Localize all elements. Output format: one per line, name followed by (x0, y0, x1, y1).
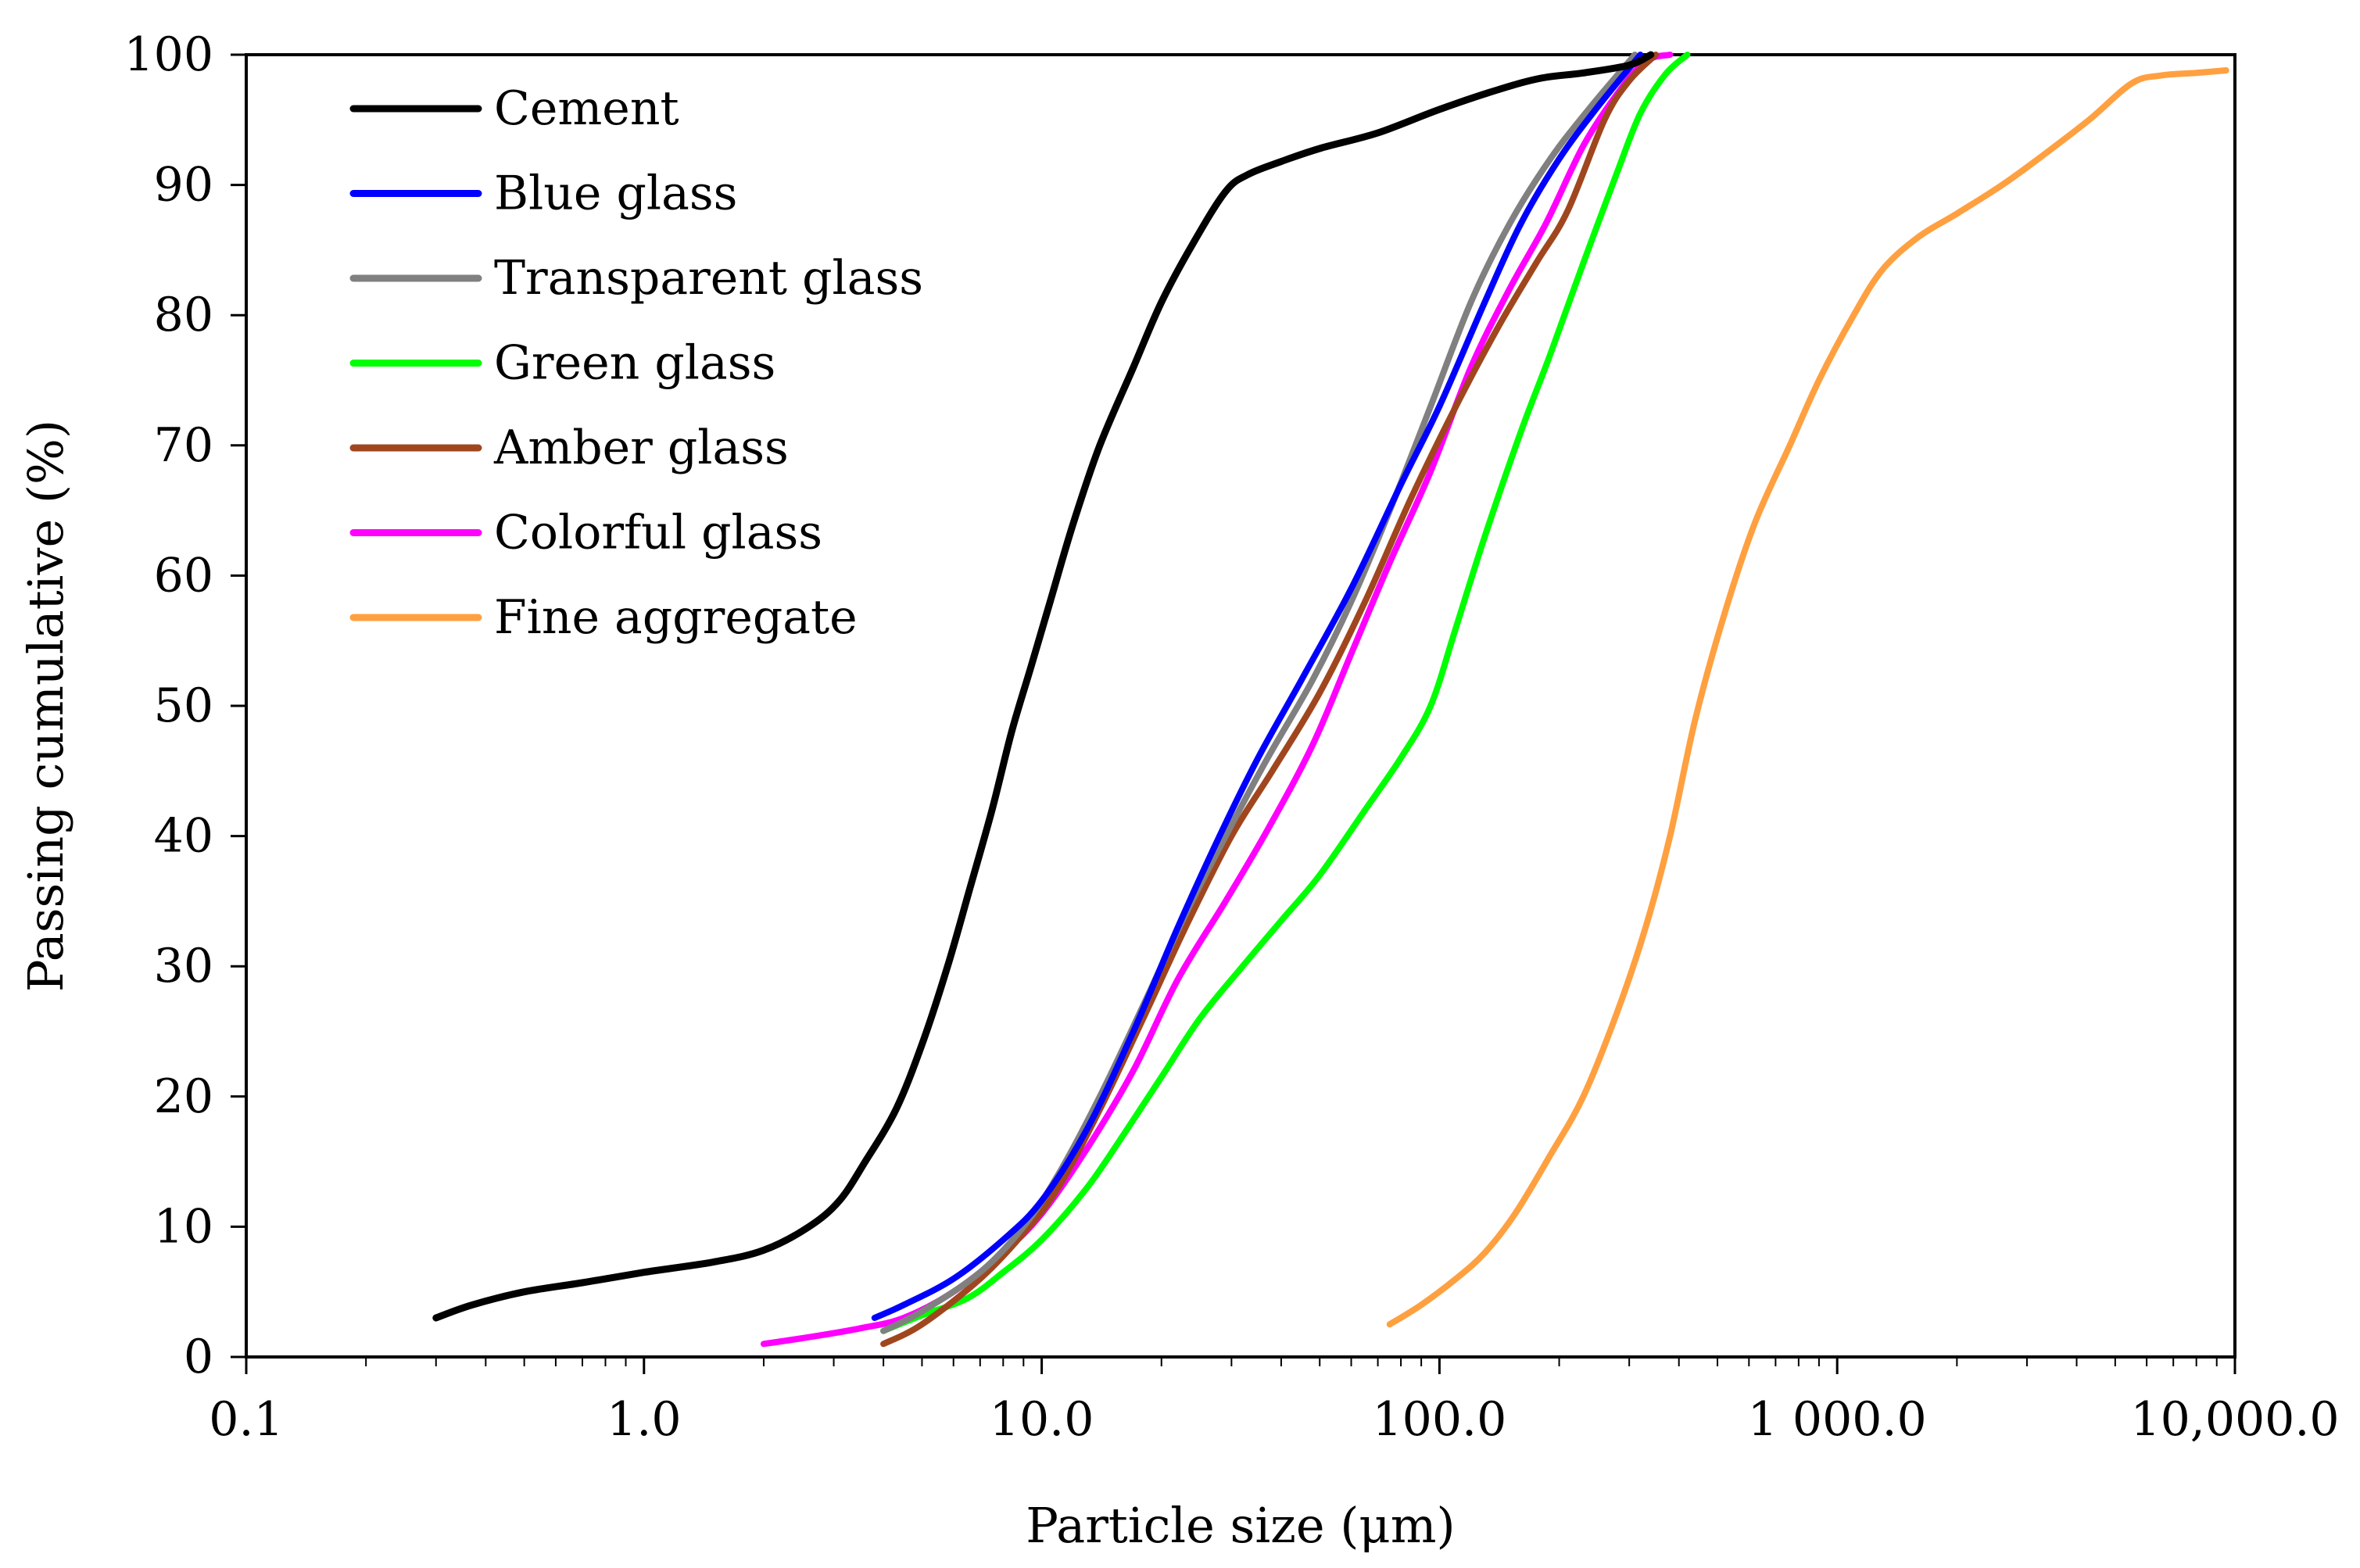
legend-label-cement: Cement (494, 81, 679, 136)
y-tick-label: 70 (154, 418, 213, 473)
series-line-transparent-glass (880, 52, 1638, 1334)
y-tick-label: 50 (154, 678, 213, 733)
y-axis: 0 10 20 30 40 50 60 70 80 90 100 (124, 27, 246, 1384)
y-tick-label: 60 (154, 548, 213, 603)
legend-label-transparent-glass: Transparent glass (494, 251, 923, 306)
series-line-cement (432, 51, 1655, 1322)
series-line-green-glass (880, 52, 1691, 1334)
legend-label-fine-aggregate: Fine aggregate (494, 590, 858, 645)
y-tick-label: 20 (154, 1069, 213, 1124)
x-tick-label: 1.0 (607, 1392, 681, 1447)
y-tick-label: 90 (154, 158, 213, 213)
x-axis-title: Particle size (μm) (1026, 1497, 1455, 1554)
y-tick-label: 80 (154, 288, 213, 342)
y-tick-label: 10 (154, 1199, 213, 1254)
series-line-colorful-glass (761, 52, 1674, 1348)
x-tick-label: 1 000.0 (1748, 1392, 1927, 1447)
legend-label-colorful-glass: Colorful glass (494, 506, 822, 560)
y-axis-title: Passing cumulative (%) (17, 420, 74, 992)
y-tick-label: 0 (184, 1330, 213, 1384)
y-tick-label: 30 (154, 939, 213, 993)
series-line-blue-glass (871, 52, 1644, 1321)
legend-label-blue-glass: Blue glass (494, 166, 737, 221)
x-tick-label: 100.0 (1373, 1392, 1507, 1447)
x-tick-label: 10.0 (990, 1392, 1094, 1447)
x-axis: 0.1 1.0 10.0 100.0 1 000.0 10,000.0 (209, 1357, 2340, 1447)
y-tick-label: 100 (124, 27, 213, 82)
legend-label-green-glass: Green glass (494, 336, 775, 391)
y-tick-label: 40 (154, 809, 213, 864)
series-lines (432, 51, 2229, 1348)
series-line-amber-glass (880, 52, 1660, 1348)
legend: Cement Blue glass Transparent glass Green g… (349, 81, 923, 645)
series-line-fine-aggregate (1386, 67, 2229, 1328)
legend-label-amber-glass: Amber glass (493, 421, 789, 475)
x-tick-label: 0.1 (209, 1392, 283, 1447)
plot-area-frame (245, 53, 2236, 1359)
x-tick-label: 10,000.0 (2130, 1392, 2339, 1447)
